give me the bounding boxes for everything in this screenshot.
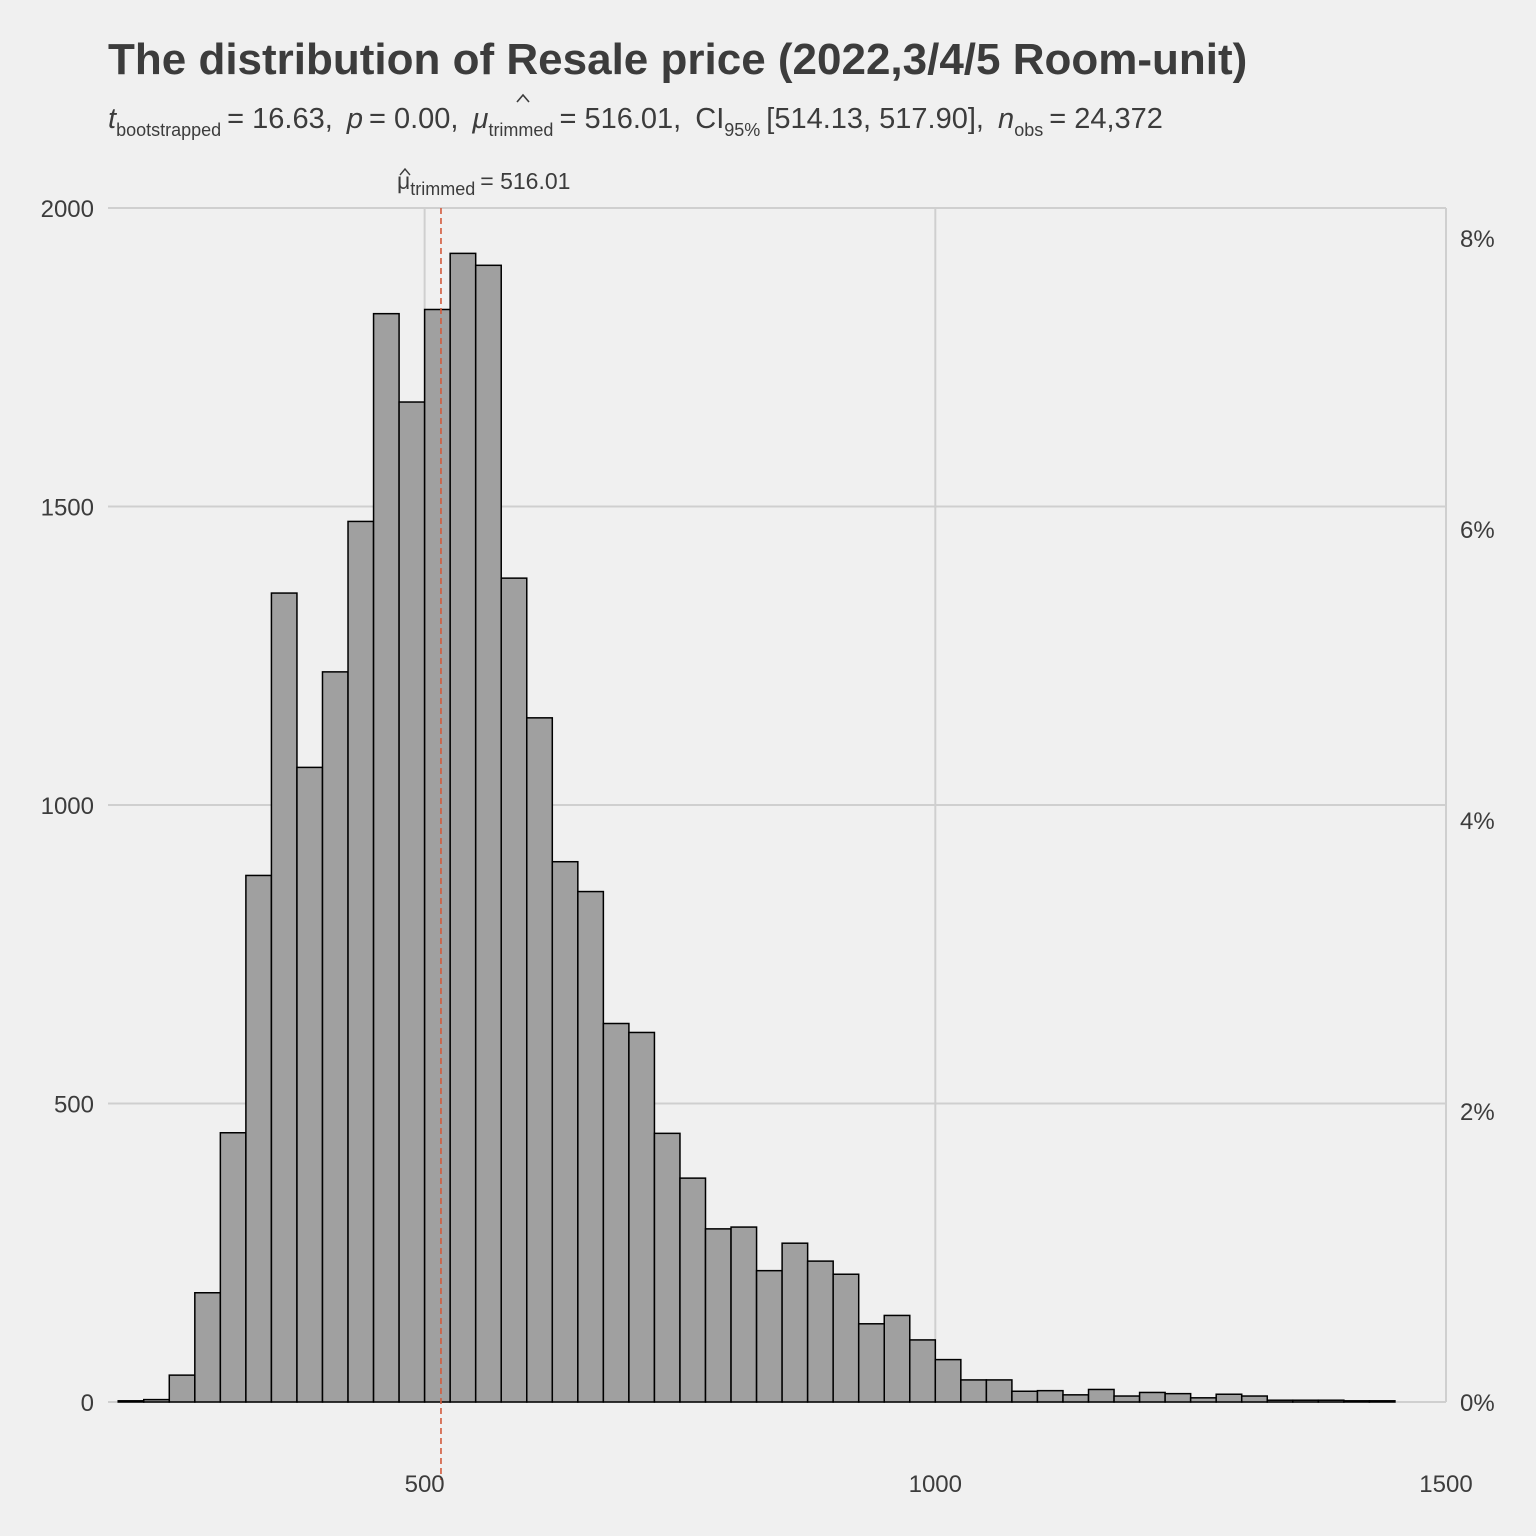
histogram-bar — [1215, 1393, 1243, 1403]
subtitle-ci-sub: 95% — [724, 120, 760, 140]
subtitle-mu-hat — [516, 93, 530, 103]
histogram-bar — [832, 1273, 860, 1403]
y-tick-label: 0 — [81, 1390, 94, 1417]
chart-title: The distribution of Resale price (2022,3… — [108, 35, 1247, 84]
histogram-bar — [321, 671, 349, 1403]
chart-subtitle: tbootstrapped = 16.63, p = 0.00, μtrimmed =… — [108, 103, 1163, 140]
x-tick-label: 500 — [405, 1471, 445, 1498]
histogram-bar — [1011, 1390, 1039, 1403]
histogram-bars — [117, 252, 1396, 1403]
subtitle-n-label: n — [998, 103, 1014, 135]
histogram-bar — [1317, 1399, 1345, 1403]
histogram-bar — [500, 577, 528, 1403]
subtitle-mu-value: = 516.01, — [559, 103, 681, 135]
histogram-bar — [602, 1022, 630, 1403]
histogram-bar — [985, 1379, 1013, 1403]
mean-annotation-label: μtrimmed = 516.01 — [397, 168, 570, 199]
histogram-bar — [857, 1323, 885, 1403]
mean-annotation-sub: trimmed — [410, 179, 475, 199]
y2-tick-label: 8% — [1460, 226, 1495, 253]
histogram-bar — [755, 1269, 783, 1403]
subtitle-n-value: = 24,372 — [1049, 103, 1163, 135]
histogram-bar — [551, 860, 579, 1403]
histogram-bar — [449, 252, 477, 1403]
y2-tick-label: 4% — [1460, 808, 1495, 835]
subtitle-mu-sub: trimmed — [488, 120, 553, 140]
subtitle-mu-label: μ — [472, 103, 489, 135]
subtitle-p-label: p — [346, 103, 363, 135]
y2-tick-label: 6% — [1460, 517, 1495, 544]
histogram-bar — [245, 874, 273, 1403]
histogram-bar — [1036, 1389, 1064, 1403]
histogram-bar — [1240, 1395, 1269, 1403]
histogram-bar — [704, 1228, 732, 1403]
y-axis-left: 0 500 1000 1500 2000 — [41, 196, 94, 1417]
histogram-bar — [423, 308, 451, 1403]
histogram-bar — [117, 1400, 145, 1403]
x-tick-label: 1500 — [1419, 1471, 1472, 1498]
histogram-bar — [730, 1226, 758, 1403]
histogram-bar — [1138, 1391, 1166, 1403]
mean-annotation: μtrimmed = 516.01 — [397, 167, 570, 199]
histogram-bar — [909, 1339, 937, 1403]
subtitle-n-sub: obs — [1014, 120, 1043, 140]
mean-annotation-mu-hat — [399, 167, 411, 176]
histogram-bar — [960, 1379, 988, 1403]
histogram-bar — [1113, 1395, 1141, 1403]
histogram-bar — [628, 1031, 656, 1403]
histogram-bar — [653, 1132, 681, 1403]
y-tick-label: 1000 — [41, 793, 94, 820]
mean-annotation-value: = 516.01 — [480, 168, 570, 194]
histogram-bar — [347, 520, 375, 1403]
histogram-bar — [372, 312, 400, 1403]
y-tick-label: 1500 — [41, 495, 94, 522]
histogram-bar — [577, 890, 605, 1403]
histogram-bar — [474, 264, 502, 1403]
y-axis-right: 0% 2% 4% 6% 8% — [1460, 226, 1495, 1417]
histogram-bar — [883, 1314, 911, 1403]
histogram-bar — [781, 1242, 809, 1403]
histogram-bar — [1292, 1399, 1320, 1403]
subtitle-t-sub: bootstrapped — [116, 120, 221, 140]
histogram-bar — [679, 1177, 707, 1403]
subtitle-p-value: = 0.00, — [369, 103, 459, 135]
histogram-bar — [1164, 1392, 1192, 1403]
histogram-bar — [1189, 1397, 1217, 1403]
histogram-bar — [1266, 1399, 1294, 1403]
x-tick-label: 1000 — [909, 1471, 962, 1498]
histogram-bar — [398, 401, 426, 1403]
y2-tick-label: 2% — [1460, 1099, 1495, 1126]
y2-tick-label: 0% — [1460, 1390, 1495, 1417]
x-axis: 500 1000 1500 — [405, 1471, 1473, 1498]
histogram-bar — [1087, 1388, 1115, 1403]
chart-title-group: The distribution of Resale price (2022,3… — [108, 35, 1247, 84]
histogram-bar — [296, 766, 324, 1403]
histogram-bar — [526, 717, 554, 1403]
histogram-bar — [168, 1374, 196, 1403]
histogram-bar — [1062, 1394, 1090, 1403]
subtitle-ci-value: [514.13, 517.90], — [766, 103, 984, 135]
histogram-bar — [1368, 1400, 1396, 1403]
histogram-bar — [934, 1358, 962, 1403]
histogram-bar — [270, 592, 298, 1403]
histogram-bar — [1343, 1400, 1371, 1403]
subtitle-t-value: = 16.63, — [227, 103, 333, 135]
y-tick-label: 500 — [54, 1092, 94, 1119]
y-tick-label: 2000 — [41, 196, 94, 223]
subtitle-ci-label: CI — [695, 103, 724, 135]
histogram-bar — [806, 1260, 834, 1403]
histogram-bar — [142, 1398, 171, 1403]
histogram-bar — [194, 1291, 222, 1403]
histogram-bar — [219, 1132, 247, 1403]
subtitle-t-label: t — [108, 103, 118, 135]
